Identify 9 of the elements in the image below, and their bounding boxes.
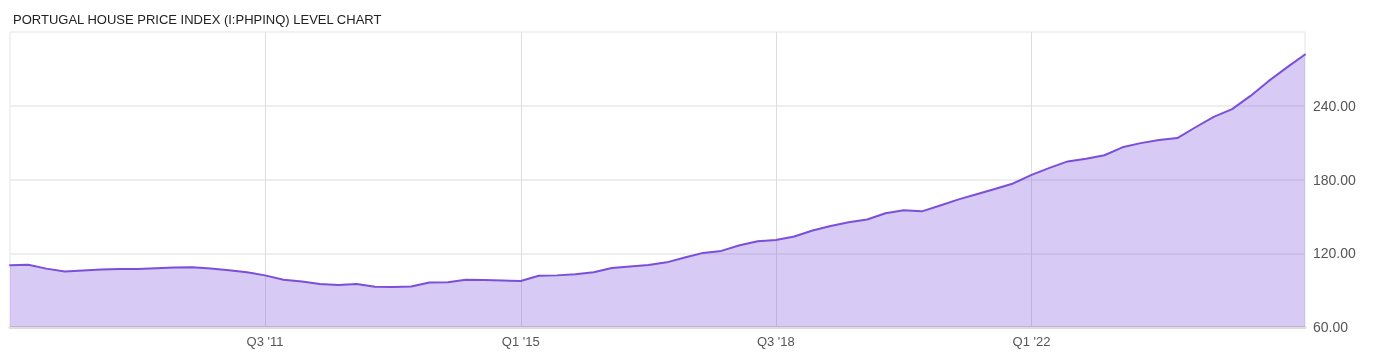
- x-tick-label: Q1 '22: [1012, 334, 1051, 349]
- chart-title: PORTUGAL HOUSE PRICE INDEX (I:PHPINQ) LEVEL CHART: [13, 12, 382, 27]
- y-tick-label: 240.00: [1313, 97, 1357, 114]
- x-tick-label: Q3 '18: [756, 334, 795, 349]
- x-tick-label: Q1 '15: [501, 334, 540, 349]
- y-tick-label: 60.00: [1313, 319, 1349, 335]
- y-tick-label: 180.00: [1313, 171, 1357, 188]
- x-tick-label: Q3 '11: [246, 334, 284, 349]
- y-tick-label: 120.00: [1313, 245, 1357, 262]
